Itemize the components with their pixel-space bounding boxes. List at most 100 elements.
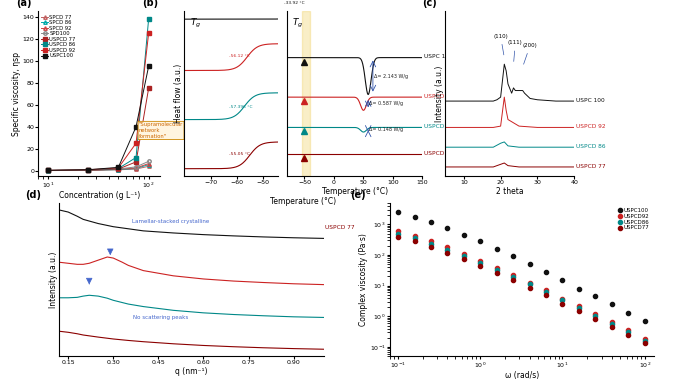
Line: USPCD 86: USPCD 86	[47, 18, 150, 172]
Line: USPCD92: USPCD92	[395, 229, 647, 341]
Text: (110): (110)	[493, 34, 508, 55]
Text: USPCD 86: USPCD 86	[424, 124, 453, 129]
SPCD 77	[84, 168, 93, 173]
USPCD92	[624, 328, 633, 332]
Text: (200): (200)	[523, 43, 537, 64]
Text: Δ= 2.143 W/g: Δ= 2.143 W/g	[374, 74, 409, 79]
SPCD 77	[145, 164, 153, 169]
USPCD92	[558, 296, 567, 301]
SPD100	[145, 159, 153, 164]
USPCD 77	[132, 160, 140, 164]
USPCD 92	[44, 168, 52, 173]
USPCD86	[493, 268, 501, 273]
USPCD92	[476, 259, 484, 263]
USPCD 92	[84, 167, 93, 172]
Text: (b): (b)	[142, 0, 158, 8]
USPC100	[641, 319, 649, 323]
USPCD77	[541, 293, 550, 298]
USPC100	[44, 168, 52, 173]
X-axis label: Temperature (°C): Temperature (°C)	[322, 187, 388, 196]
USPC100	[591, 294, 599, 299]
Legend: SPCD 77, SPCD 86, SPCD 92, SPD100, USPCD 77, USPCD 86, USPCD 92, USPC100: SPCD 77, SPCD 86, SPCD 92, SPD100, USPCD…	[41, 14, 77, 59]
Text: Lamellar-stacked crystalline: Lamellar-stacked crystalline	[132, 219, 209, 224]
USPC100	[509, 254, 517, 259]
X-axis label: Concentration (g L⁻¹): Concentration (g L⁻¹)	[58, 191, 140, 200]
X-axis label: ω (rad/s): ω (rad/s)	[505, 371, 539, 380]
Text: Δ= 0.587 W/g: Δ= 0.587 W/g	[370, 101, 404, 106]
USPCD77	[608, 324, 616, 329]
Text: USPCD 77: USPCD 77	[325, 225, 355, 230]
USPC100	[145, 64, 153, 69]
USPCD77	[476, 264, 484, 268]
SPCD 92	[84, 168, 93, 172]
USPCD77	[427, 245, 435, 249]
USPCD77	[393, 234, 402, 239]
USPCD 86	[114, 166, 122, 171]
USPCD86	[575, 306, 583, 310]
USPC100	[114, 165, 122, 170]
Text: USPCD 92: USPCD 92	[576, 124, 606, 129]
Line: SPCD 86: SPCD 86	[47, 163, 150, 172]
SPCD 77	[132, 167, 140, 171]
Line: SPD100: SPD100	[47, 160, 150, 172]
USPC100	[132, 124, 140, 129]
Text: (c): (c)	[422, 0, 437, 8]
USPC100	[393, 210, 402, 214]
Text: (a): (a)	[17, 0, 32, 8]
USPCD77	[591, 317, 599, 321]
USPCD 86	[132, 155, 140, 160]
Text: USPCD 92: USPCD 92	[424, 94, 453, 99]
USPCD 86	[84, 168, 93, 172]
USPCD92	[459, 252, 468, 256]
USPCD77	[575, 309, 583, 313]
Text: (d): (d)	[25, 190, 41, 200]
SPD100	[84, 168, 93, 172]
Text: -33.92 °C: -33.92 °C	[284, 0, 304, 5]
USPCD92	[591, 312, 599, 316]
USPCD86	[541, 290, 550, 295]
USPCD 77	[44, 168, 52, 173]
USPC100	[427, 220, 435, 224]
USPCD86	[591, 314, 599, 319]
Y-axis label: Intensity (a.u.): Intensity (a.u.)	[49, 251, 58, 308]
USPCD86	[459, 254, 468, 259]
Text: USPCD 77: USPCD 77	[576, 164, 606, 169]
USPCD92	[443, 245, 452, 249]
USPCD86	[411, 236, 419, 241]
Text: -57.396 °C: -57.396 °C	[229, 105, 253, 110]
SPD100	[132, 165, 140, 169]
Line: USPCD77: USPCD77	[395, 234, 647, 345]
USPCD86	[525, 282, 534, 287]
Bar	[301, 11, 310, 176]
Text: (e): (e)	[350, 190, 365, 200]
USPCD92	[525, 281, 534, 286]
Line: USPCD 92: USPCD 92	[47, 32, 150, 172]
Text: USPCD 86: USPCD 86	[576, 144, 606, 149]
USPCD 77	[114, 167, 122, 171]
USPCD92	[411, 234, 419, 238]
X-axis label: 2 theta: 2 theta	[496, 187, 523, 196]
USPCD77	[509, 278, 517, 283]
USPCD86	[476, 261, 484, 265]
Text: (111): (111)	[508, 41, 523, 61]
SPCD 86	[84, 168, 93, 173]
USPCD86	[641, 339, 649, 343]
USPCD77	[459, 257, 468, 262]
USPCD86	[608, 321, 616, 326]
USPCD92	[493, 266, 501, 270]
Text: USPCD 77: USPCD 77	[424, 151, 453, 155]
USPCD86	[558, 298, 567, 302]
X-axis label: q (nm⁻¹): q (nm⁻¹)	[175, 367, 207, 376]
USPC100	[541, 270, 550, 274]
Text: -55.05 °C: -55.05 °C	[229, 152, 250, 156]
USPCD92	[393, 229, 402, 234]
USPC100	[84, 167, 93, 172]
USPCD92	[575, 304, 583, 309]
USPC100	[411, 214, 419, 219]
Text: $T_g$: $T_g$	[292, 16, 303, 29]
USPCD86	[624, 330, 633, 334]
USPCD92	[608, 320, 616, 324]
USPCD 86	[145, 17, 153, 21]
Y-axis label: Specific viscosity, ηsp: Specific viscosity, ηsp	[12, 52, 21, 136]
SPCD 92	[44, 168, 52, 173]
